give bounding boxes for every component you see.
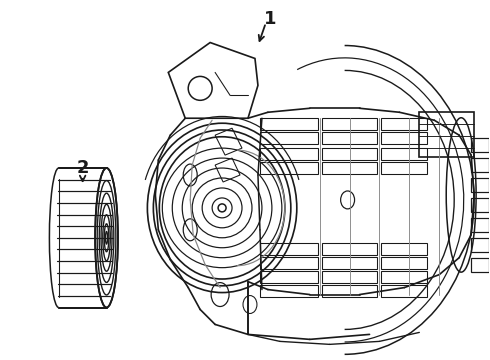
Bar [471,198,489,212]
Bar [260,271,318,283]
Bar [382,118,427,130]
Bar [260,148,318,160]
Bar [471,218,489,232]
Bar [322,271,377,283]
Bar [382,257,427,269]
Bar [471,258,489,272]
Bar [471,138,489,152]
Bar [382,132,427,144]
Bar [260,243,318,255]
Bar [322,285,377,297]
Text: 2: 2 [76,159,89,177]
Bar [322,257,377,269]
Bar [322,132,377,144]
Bar [471,238,489,252]
Bar [260,132,318,144]
Bar [419,112,474,157]
Bar [322,162,377,174]
Bar [382,285,427,297]
Bar [260,118,318,130]
Bar [471,178,489,192]
Bar [260,285,318,297]
Text: 1: 1 [264,10,276,28]
Bar [382,243,427,255]
Bar [260,162,318,174]
Bar [322,148,377,160]
Bar [322,243,377,255]
Bar [322,118,377,130]
Bar [382,162,427,174]
Bar [382,148,427,160]
Bar [260,257,318,269]
Bar [382,271,427,283]
Bar [471,158,489,172]
